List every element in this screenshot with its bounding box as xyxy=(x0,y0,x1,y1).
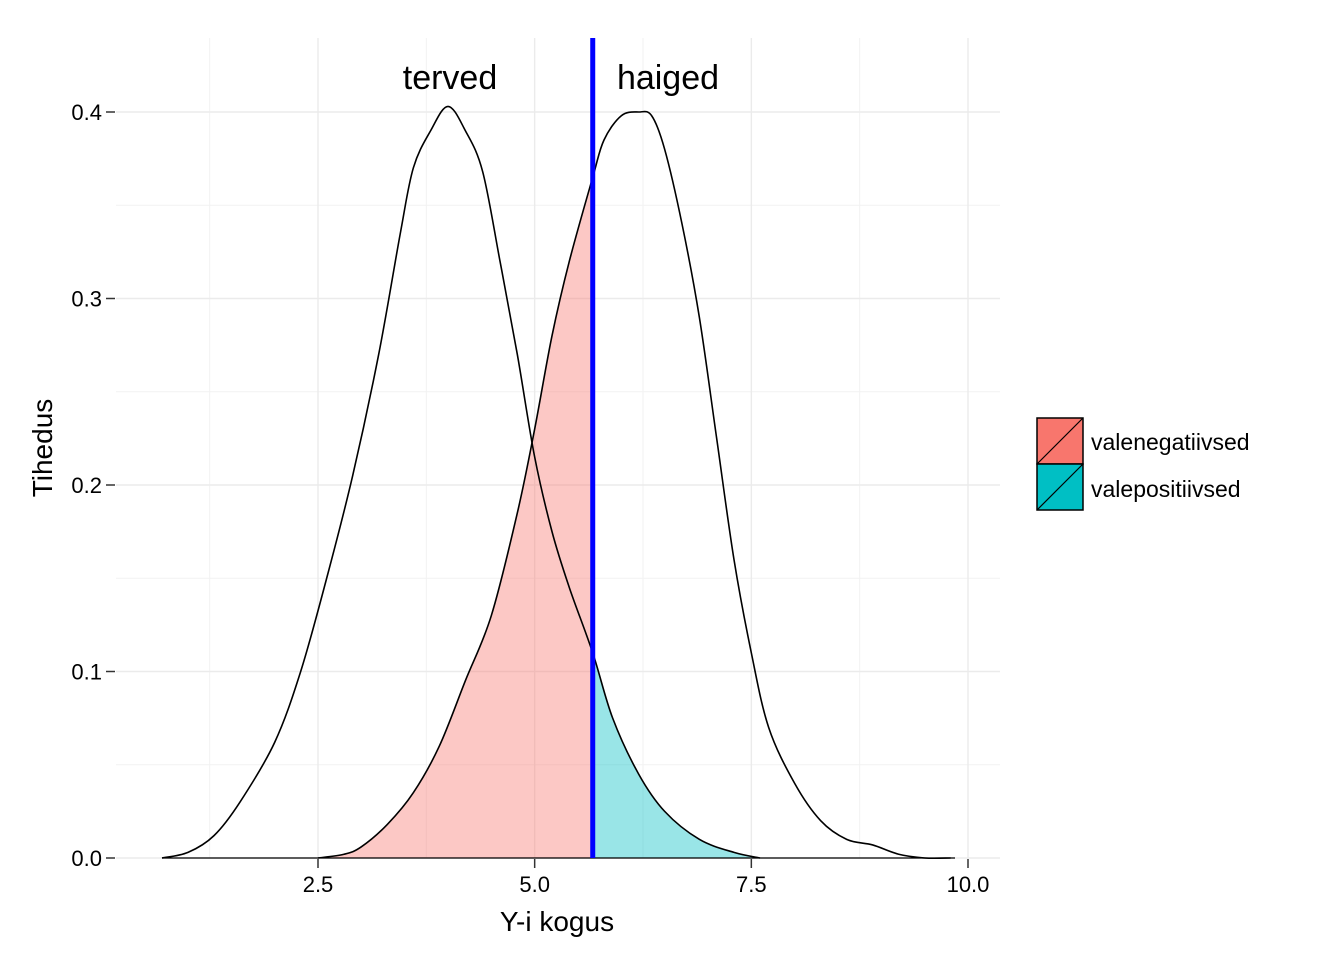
legend-item-valenegatiivsed: valenegatiivsed xyxy=(1036,417,1250,465)
area-valepositiivsed xyxy=(592,652,760,858)
x-tick-label: 2.5 xyxy=(303,872,334,897)
axes: 0.0 0.1 0.2 0.3 0.4 2.5 5.0 7.5 10.0 xyxy=(71,100,989,897)
legend: valenegatiivsed valepositiivsed xyxy=(1036,417,1250,511)
x-tick-label: 7.5 xyxy=(736,872,767,897)
density-curve-terved xyxy=(161,105,761,859)
x-tick-label: 10.0 xyxy=(947,872,990,897)
density-curves xyxy=(161,105,955,860)
y-axis-title: Tihedus xyxy=(27,399,58,498)
false-rate-areas xyxy=(318,177,760,858)
legend-label-valenegatiivsed: valenegatiivsed xyxy=(1091,429,1250,455)
y-tick-label: 0.4 xyxy=(71,100,102,125)
legend-swatch-slash-icon xyxy=(1036,463,1084,511)
legend-swatch-slash-icon xyxy=(1036,417,1084,465)
y-tick-label: 0.3 xyxy=(71,287,102,312)
y-tick-label: 0.1 xyxy=(71,660,102,685)
x-axis-title: Y-i kogus xyxy=(500,906,614,937)
annotation-haiged: haiged xyxy=(617,59,719,97)
legend-item-valepositiivsed: valepositiivsed xyxy=(1036,463,1241,511)
density-curve-haiged xyxy=(317,110,951,860)
area-valenegatiivsed xyxy=(318,177,593,858)
y-tick-label: 0.0 xyxy=(71,846,102,871)
legend-label-valepositiivsed: valepositiivsed xyxy=(1091,476,1241,502)
x-tick-label: 5.0 xyxy=(519,872,550,897)
annotation-terved: terved xyxy=(403,59,498,97)
y-tick-label: 0.2 xyxy=(71,473,102,498)
